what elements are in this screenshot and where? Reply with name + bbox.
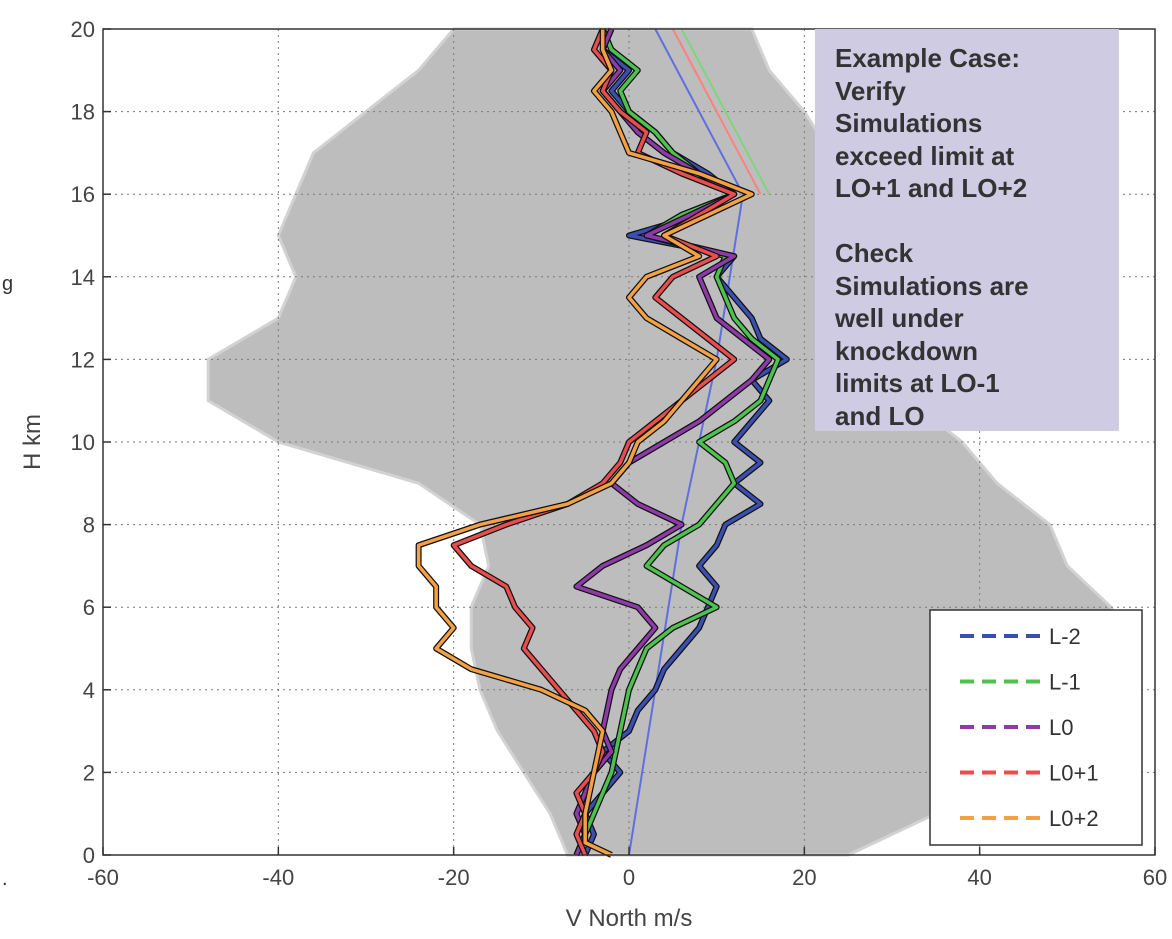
- y-tick-label: 2: [83, 760, 95, 785]
- y-axis-label: H km: [19, 414, 46, 470]
- callout-line: well under: [835, 303, 964, 333]
- envelope-line-2: [680, 28, 771, 195]
- y-tick-label: 4: [83, 678, 95, 703]
- y-tick-label: 6: [83, 595, 95, 620]
- series-line-L-2: [583, 28, 789, 856]
- legend: L-2 L-1 L0 L0+1 L0+2: [929, 609, 1143, 846]
- legend-label-L-2: L-2: [1049, 624, 1081, 649]
- series-line-L0: [574, 28, 772, 856]
- legend-label-L0: L0: [1049, 715, 1073, 740]
- y-tick-label: 10: [71, 430, 95, 455]
- callout-line: limits at LO-1: [835, 368, 1000, 398]
- x-tick-label: 0: [623, 865, 635, 890]
- callout-line: Verify: [835, 75, 906, 106]
- legend-label-L-1: L-1: [1049, 670, 1081, 695]
- x-tick-label: 40: [967, 865, 991, 890]
- legend-label-L0+2: L0+2: [1049, 806, 1099, 831]
- y-tick-label: 16: [71, 182, 95, 207]
- x-axis-label: V North m/s: [566, 905, 693, 932]
- x-tick-label: -60: [87, 865, 119, 890]
- y-tick-label: 0: [83, 843, 95, 868]
- x-tick-label: 20: [792, 865, 816, 890]
- y-tick-label: 18: [71, 100, 95, 125]
- callout-line: Example Case:: [835, 43, 1020, 73]
- legend-label-L0+1: L0+1: [1049, 761, 1099, 786]
- y-tick-label: 8: [83, 513, 95, 538]
- callout-line: exceed limit at: [835, 140, 1015, 171]
- callout-line: LO+1 and LO+2: [835, 173, 1028, 203]
- cutoff-text-bottom: .: [2, 868, 8, 890]
- series-line-L-1: [574, 28, 780, 856]
- series-lines: [415, 27, 790, 858]
- callout-spacer: [835, 205, 1135, 238]
- y-tick-label: 20: [71, 17, 95, 42]
- x-tick-label: -20: [438, 865, 470, 890]
- envelope-line-1: [671, 28, 762, 195]
- x-tick-label: 60: [1143, 865, 1167, 890]
- callout-line: Simulations are: [835, 270, 1029, 301]
- y-tick-label: 14: [71, 265, 95, 290]
- cutoff-text-top: g: [2, 273, 13, 295]
- x-tick-label: -40: [262, 865, 294, 890]
- tick-labels: -60 -40 -20 0 20 40 60 0 2 4 6 8 10 12 14 16 18 20: [71, 17, 1168, 890]
- callout-line: Check: [835, 238, 914, 268]
- callout-line: and LO: [835, 400, 925, 431]
- callout-box: [815, 29, 1119, 431]
- callout-line: Simulations: [835, 108, 983, 138]
- callout-text: Example Case: Verify Simulations exceed lim…: [835, 42, 1135, 432]
- callout-line: knockdown: [835, 335, 979, 366]
- y-tick-label: 12: [71, 347, 95, 372]
- plot-frame: [102, 28, 1156, 856]
- series-line-L0+2: [416, 29, 754, 857]
